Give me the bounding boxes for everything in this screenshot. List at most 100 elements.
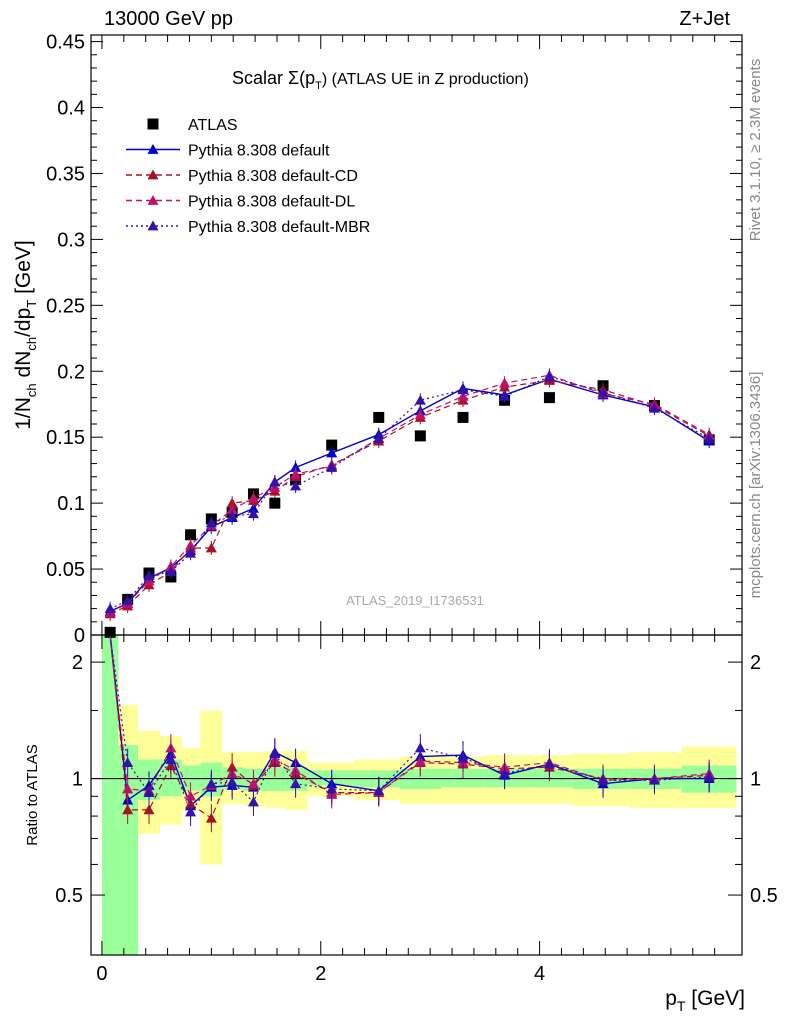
x-tick-label: 4 xyxy=(534,963,545,985)
rivet-version-label: Rivet 3.1.10, ≥ 2.3M events xyxy=(747,59,764,242)
mc-point xyxy=(247,492,259,503)
ratio-y-tick-label: 2 xyxy=(72,652,83,674)
ratio-point xyxy=(543,758,555,769)
main-title: Scalar Σ(pT) (ATLAS UE in Z production) xyxy=(232,68,529,92)
ratio-stat-uncertainty-band xyxy=(307,770,355,786)
mc-point xyxy=(648,402,660,413)
atlas-data-point xyxy=(185,529,197,541)
ratio-point xyxy=(247,796,259,807)
mcplots-label: mcplots.cern.ch [arXiv:1306.3436] xyxy=(747,372,764,599)
legend-marker xyxy=(147,169,159,180)
ratio-y-tick-label-right: 0.5 xyxy=(750,885,778,907)
mc-point xyxy=(122,595,134,606)
mc-point xyxy=(226,497,238,508)
mc-point xyxy=(414,409,426,420)
ratio-point xyxy=(205,812,217,823)
y-tick-label: 0.3 xyxy=(57,229,85,251)
mc-point xyxy=(226,510,238,521)
y-tick-label: 0.25 xyxy=(46,295,85,317)
ratio-point xyxy=(597,774,609,785)
mc-line-2 xyxy=(109,379,710,615)
ratio-point xyxy=(269,748,281,759)
header-left: 13000 GeV pp xyxy=(104,8,233,30)
legend-marker xyxy=(147,220,159,231)
atlas-data-point xyxy=(269,497,281,509)
y-tick-label: 0.1 xyxy=(57,493,85,515)
legend-marker xyxy=(147,195,159,205)
legend-marker xyxy=(147,144,159,154)
ratio-stat-uncertainty-band xyxy=(118,745,139,955)
mc-point xyxy=(290,468,302,479)
ratio-point xyxy=(122,783,134,794)
y-tick-label: 0.2 xyxy=(57,361,85,383)
ratio-point xyxy=(143,804,155,815)
ratio-point xyxy=(122,757,134,767)
ratio-point xyxy=(457,752,469,763)
mc-point xyxy=(414,394,426,405)
atlas-data-point xyxy=(104,626,116,638)
y-tick-label: 0.35 xyxy=(46,163,85,185)
y-tick-label: 0 xyxy=(74,625,85,647)
mc-point xyxy=(104,603,116,614)
mc-point xyxy=(499,377,511,388)
ratio-point xyxy=(290,778,302,789)
mc-point xyxy=(543,371,555,381)
ratio-point xyxy=(499,768,511,779)
ratio-point xyxy=(414,742,426,753)
ratio-point xyxy=(326,783,338,794)
mc-point xyxy=(326,462,338,472)
legend-marker-atlas xyxy=(147,118,159,130)
atlas-data-point xyxy=(457,411,469,423)
upper-series-layer xyxy=(104,368,715,638)
ratio-point xyxy=(122,804,134,815)
legend: ATLAS Pythia 8.308 default Pythia 8.308 de… xyxy=(126,117,370,236)
upper-y-axis-label: 1/Nch dNch/dpT [GeV] xyxy=(12,240,39,430)
mc-point xyxy=(597,386,609,397)
mc-point xyxy=(185,539,197,550)
legend-label: ATLAS xyxy=(188,117,238,134)
y-tick-label: 0.15 xyxy=(46,427,85,449)
ratio-y-tick-label: 0.5 xyxy=(55,885,83,907)
ratio-plot-frame xyxy=(90,634,743,956)
mc-point xyxy=(269,476,281,487)
y-tick-label: 0.45 xyxy=(46,32,85,54)
x-axis-label: pT [GeV] xyxy=(665,987,745,1014)
ratio-series-layer xyxy=(109,634,715,833)
atlas-data-point xyxy=(543,392,555,404)
upper-axis-ticks: 0 0.05 0.1 0.15 0.2 0.25 0.3 0.35 0.4 0.45 xyxy=(46,32,742,647)
mc-point xyxy=(226,504,238,515)
legend-label: Pythia 8.308 default-MBR xyxy=(188,219,370,236)
ratio-point xyxy=(205,778,217,789)
mc-point xyxy=(143,570,155,581)
mc-point xyxy=(205,542,217,553)
mc-point xyxy=(499,390,511,401)
mc-point xyxy=(247,508,259,519)
header-right: Z+Jet xyxy=(679,8,730,30)
mc-point xyxy=(185,547,197,558)
legend-label: Pythia 8.308 default xyxy=(188,143,330,160)
atlas-data-point xyxy=(326,439,338,451)
mc-point xyxy=(290,462,302,472)
ratio-point xyxy=(143,787,155,797)
legend-label: Pythia 8.308 default-DL xyxy=(188,194,355,211)
ratio-point xyxy=(703,771,715,782)
y-tick-label: 0.05 xyxy=(46,559,85,581)
ratio-y-tick-label-right: 2 xyxy=(750,652,761,674)
ratio-axis-ticks: 0 2 4 0.5 0.5 1 1 2 2 xyxy=(55,635,778,985)
mc-point xyxy=(326,447,338,458)
ratio-point xyxy=(247,778,259,789)
mc-point xyxy=(373,433,385,443)
mc-line-3 xyxy=(109,374,710,614)
atlas-data-point xyxy=(373,411,385,423)
mc-point xyxy=(205,517,217,528)
ratio-y-axis-label: Ratio to ATLAS xyxy=(24,744,41,845)
mc-line-4 xyxy=(109,375,710,610)
ratio-point xyxy=(185,806,197,817)
ratio-point xyxy=(185,790,197,801)
analysis-watermark: ATLAS_2019_I1736531 xyxy=(346,593,484,608)
mc-point xyxy=(703,433,715,443)
mc-point xyxy=(457,384,469,395)
ratio-point xyxy=(165,754,177,764)
ratio-y-tick-label: 1 xyxy=(72,769,83,791)
